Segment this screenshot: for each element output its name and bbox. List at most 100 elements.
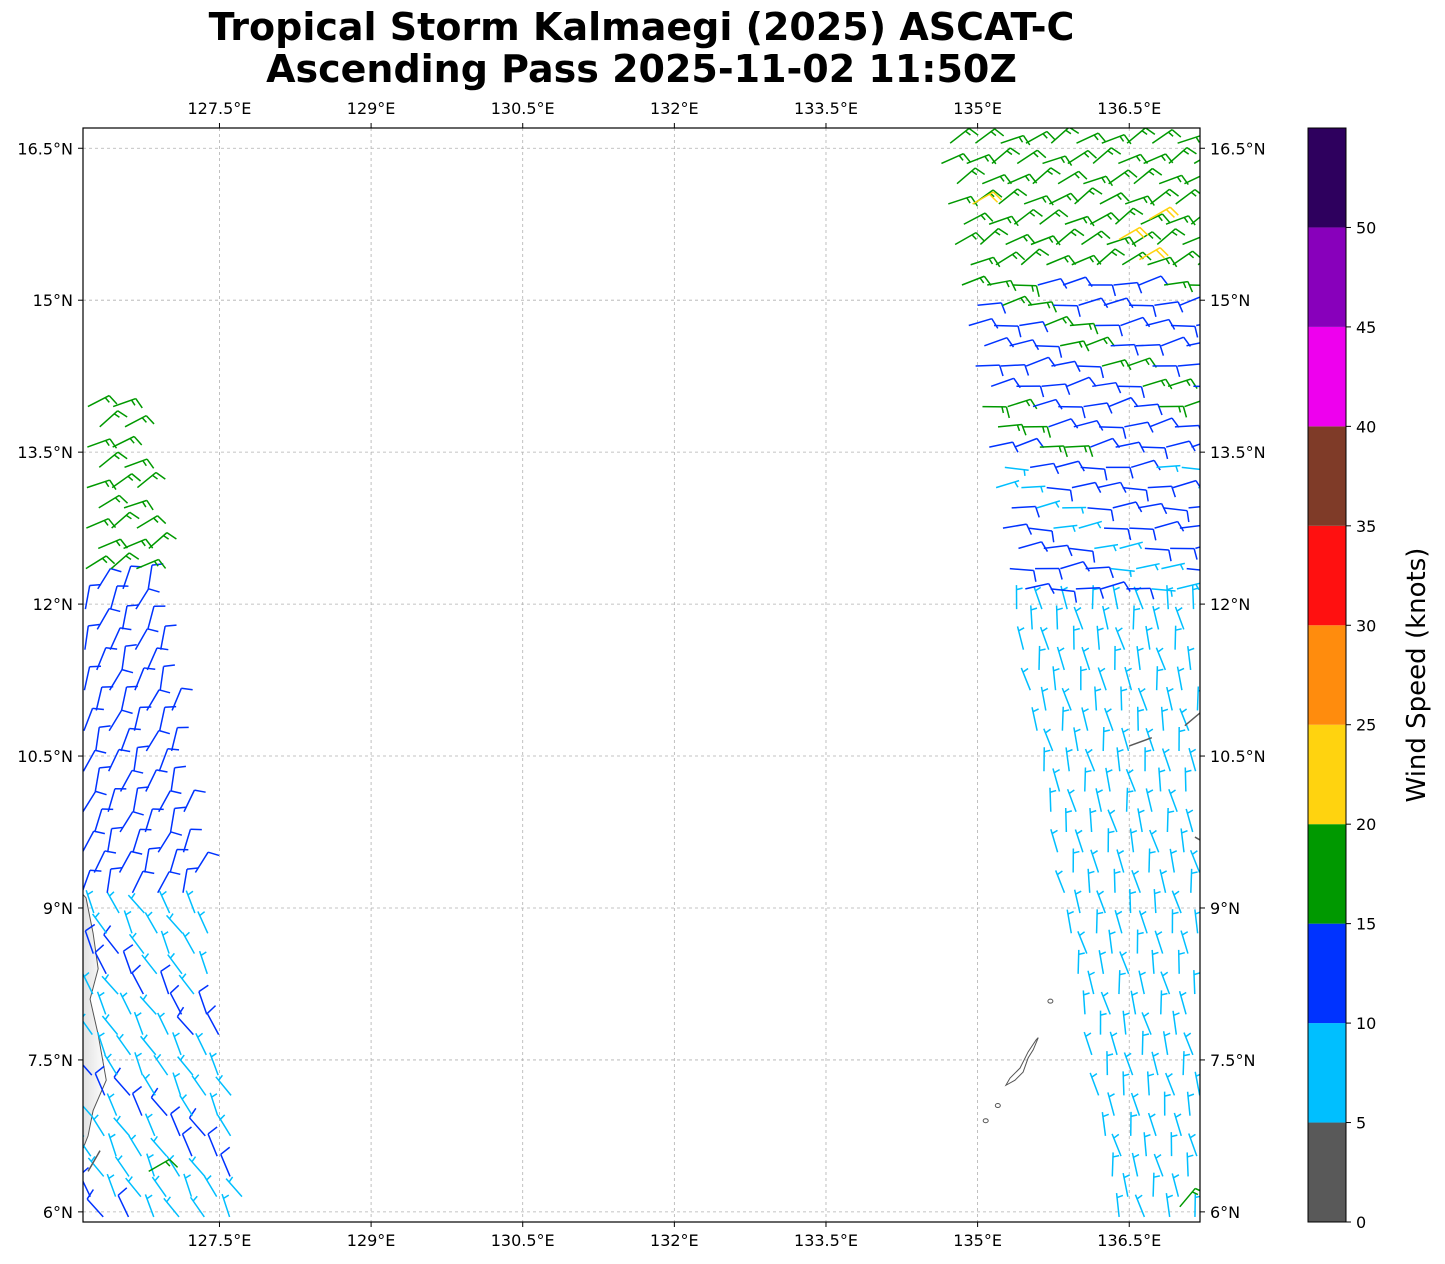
barb-full-flag — [1205, 235, 1212, 244]
barb-half-flag — [104, 974, 110, 981]
wind-barb — [99, 410, 128, 428]
barb-half-flag — [1188, 647, 1195, 652]
barb-half-flag — [1123, 1012, 1130, 1016]
wind-barb — [83, 1167, 92, 1198]
barb-full-flag — [1024, 295, 1033, 306]
barb-half-flag — [1091, 1072, 1098, 1078]
barb-shaft — [1179, 1187, 1196, 1208]
barb-full-flag — [1032, 570, 1037, 582]
wind-barb — [1066, 376, 1097, 388]
lat-tick-label-left: 15°N — [33, 291, 73, 310]
barb-full-flag — [206, 1005, 217, 1015]
barb-full-flag — [1199, 136, 1200, 137]
barb-half-flag — [144, 1073, 151, 1080]
barb-half-flag — [98, 991, 105, 997]
barb-full-flag — [1212, 506, 1216, 517]
barb-shaft — [954, 231, 977, 246]
barb-half-flag — [1102, 991, 1109, 997]
wind-barb — [1083, 1031, 1093, 1056]
barb-half-flag — [1132, 1093, 1139, 1098]
wind-barb — [1124, 195, 1155, 206]
wind-barb — [1032, 398, 1063, 410]
barb-half-flag — [142, 1034, 148, 1041]
barb-full-flag — [1093, 323, 1099, 335]
barb-shaft — [185, 890, 196, 914]
barb-half-flag — [147, 911, 153, 917]
wind-barb — [1074, 187, 1103, 205]
wind-barb — [941, 152, 972, 165]
barb-shaft — [1032, 167, 1052, 185]
wind-barb — [114, 1155, 130, 1177]
barb-full-flag — [1168, 549, 1172, 562]
barb-half-flag — [1001, 406, 1005, 414]
barb-half-flag — [1041, 688, 1049, 692]
wind-barb — [1049, 787, 1057, 812]
wind-barb — [995, 479, 1020, 489]
barb-full-flag — [146, 499, 154, 511]
barb-half-flag — [1035, 251, 1042, 257]
wind-barb — [1085, 566, 1114, 579]
barb-shaft — [1190, 868, 1193, 893]
barb-shaft — [1011, 505, 1036, 509]
wind-barb — [1161, 748, 1172, 772]
barb-half-flag — [104, 1014, 110, 1020]
barb-half-flag — [1117, 748, 1124, 753]
barb-half-flag — [1195, 1073, 1200, 1077]
barb-full-flag — [121, 668, 134, 674]
barb-half-flag — [1171, 1134, 1178, 1138]
barb-half-flag — [1199, 237, 1200, 238]
barb-shaft — [1074, 187, 1093, 205]
wind-barb — [1007, 173, 1038, 185]
barb-full-flag — [94, 1065, 105, 1074]
barb-shaft — [167, 954, 183, 975]
barb-half-flag — [1141, 130, 1148, 136]
barb-half-flag — [98, 1032, 105, 1037]
wind-barb — [1075, 587, 1105, 599]
wind-barb — [169, 848, 189, 873]
wind-barb — [153, 1053, 169, 1076]
barb-shaft — [1062, 276, 1086, 286]
barb-half-flag — [1170, 590, 1173, 597]
barb-shaft — [1076, 365, 1101, 368]
wind-barb — [1058, 405, 1086, 419]
barb-full-flag — [1126, 297, 1134, 309]
barb-shaft — [1018, 541, 1042, 550]
barb-half-flag — [1074, 173, 1080, 179]
barb-shaft — [157, 1012, 169, 1035]
wind-barb — [103, 925, 120, 955]
barb-half-flag — [1108, 830, 1115, 834]
barb-half-flag — [1156, 931, 1163, 936]
barb-half-flag — [93, 1114, 99, 1120]
barb-shaft — [159, 666, 165, 691]
barb-full-flag — [1171, 417, 1180, 428]
barb-half-flag — [1005, 281, 1010, 288]
barb-shaft — [107, 749, 120, 772]
barb-full-flag — [1064, 383, 1071, 395]
wind-barb — [1043, 728, 1054, 752]
colorbar-bin — [1308, 426, 1346, 526]
barb-full-flag — [108, 395, 118, 405]
barb-shaft — [1175, 188, 1196, 205]
wind-barb — [115, 1033, 132, 1056]
barb-half-flag — [219, 1114, 226, 1120]
barb-half-flag — [1137, 708, 1145, 712]
barb-full-flag — [1096, 420, 1104, 431]
barb-half-flag — [194, 1074, 200, 1080]
barb-half-flag — [1114, 870, 1121, 875]
barb-shaft — [111, 473, 133, 489]
barb-full-flag — [160, 964, 171, 973]
barb-shaft — [182, 829, 192, 853]
barb-shaft — [1140, 446, 1165, 449]
wind-barb — [145, 729, 171, 752]
barb-half-flag — [1106, 769, 1113, 773]
barb-half-flag — [179, 1054, 185, 1061]
barb-half-flag — [1185, 1032, 1192, 1038]
barb-full-flag — [1165, 378, 1173, 390]
wind-barb — [1048, 418, 1079, 429]
barb-shaft — [132, 829, 141, 853]
wind-barb — [1147, 1112, 1157, 1137]
barb-half-flag — [174, 1072, 181, 1078]
wind-barb — [107, 787, 127, 812]
colorbar-bin — [1308, 227, 1346, 327]
barb-shaft — [1103, 297, 1127, 306]
